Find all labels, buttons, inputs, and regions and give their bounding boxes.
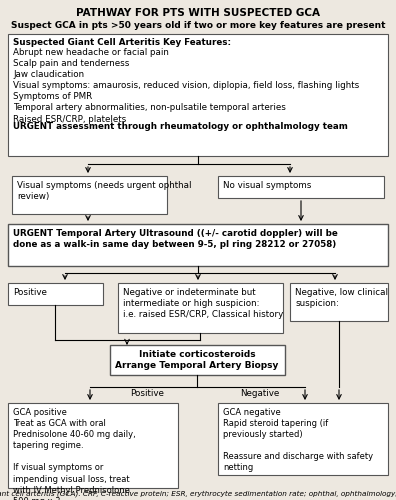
Bar: [118, 283, 283, 333]
Bar: [110, 345, 285, 375]
Text: Positive: Positive: [13, 288, 47, 297]
Text: Figure 1. Coventry multidisciplinary fast-track pathway for giant cell arteritis: Figure 1. Coventry multidisciplinary fas…: [0, 490, 396, 497]
Bar: [290, 283, 388, 321]
Text: Negative, low clinical
suspicion:: Negative, low clinical suspicion:: [295, 288, 388, 308]
Bar: [8, 34, 388, 156]
Text: GCA negative
Rapid steroid tapering (if
previously started)

Reassure and discha: GCA negative Rapid steroid tapering (if …: [223, 408, 373, 472]
Text: URGENT Temporal Artery Ultrasound ((+/- carotid doppler) will be
done as a walk-: URGENT Temporal Artery Ultrasound ((+/- …: [13, 229, 338, 249]
Bar: [8, 403, 178, 488]
Text: GCA positive
Treat as GCA with oral
Prednisolone 40-60 mg daily,
tapering regime: GCA positive Treat as GCA with oral Pred…: [13, 408, 136, 500]
Text: Initiate corticosteroids
Arrange Temporal Artery Biopsy: Initiate corticosteroids Arrange Tempora…: [115, 350, 279, 370]
Text: Visual symptoms (needs urgent ophthal
review): Visual symptoms (needs urgent ophthal re…: [17, 181, 192, 201]
Bar: [218, 403, 388, 475]
Text: Suspect GCA in pts >50 years old if two or more key features are present: Suspect GCA in pts >50 years old if two …: [11, 21, 385, 30]
Text: URGENT assessment through rheumatology or ophthalmology team: URGENT assessment through rheumatology o…: [13, 122, 348, 131]
Text: PATHWAY FOR PTS WITH SUSPECTED GCA: PATHWAY FOR PTS WITH SUSPECTED GCA: [76, 8, 320, 18]
Text: Positive: Positive: [130, 389, 164, 398]
Text: Suspected Giant Cell Arteritis Key Features:: Suspected Giant Cell Arteritis Key Featu…: [13, 38, 231, 47]
Bar: [218, 176, 384, 198]
Text: No visual symptoms: No visual symptoms: [223, 181, 311, 190]
Bar: [12, 176, 167, 214]
Text: Abrupt new headache or facial pain
Scalp pain and tenderness
Jaw claudication
Vi: Abrupt new headache or facial pain Scalp…: [13, 48, 359, 124]
Bar: [8, 283, 103, 305]
Bar: [8, 224, 388, 266]
Text: Negative or indeterminate but
intermediate or high suspicion:
i.e. raised ESR/CR: Negative or indeterminate but intermedia…: [123, 288, 283, 319]
Text: Negative: Negative: [240, 389, 279, 398]
